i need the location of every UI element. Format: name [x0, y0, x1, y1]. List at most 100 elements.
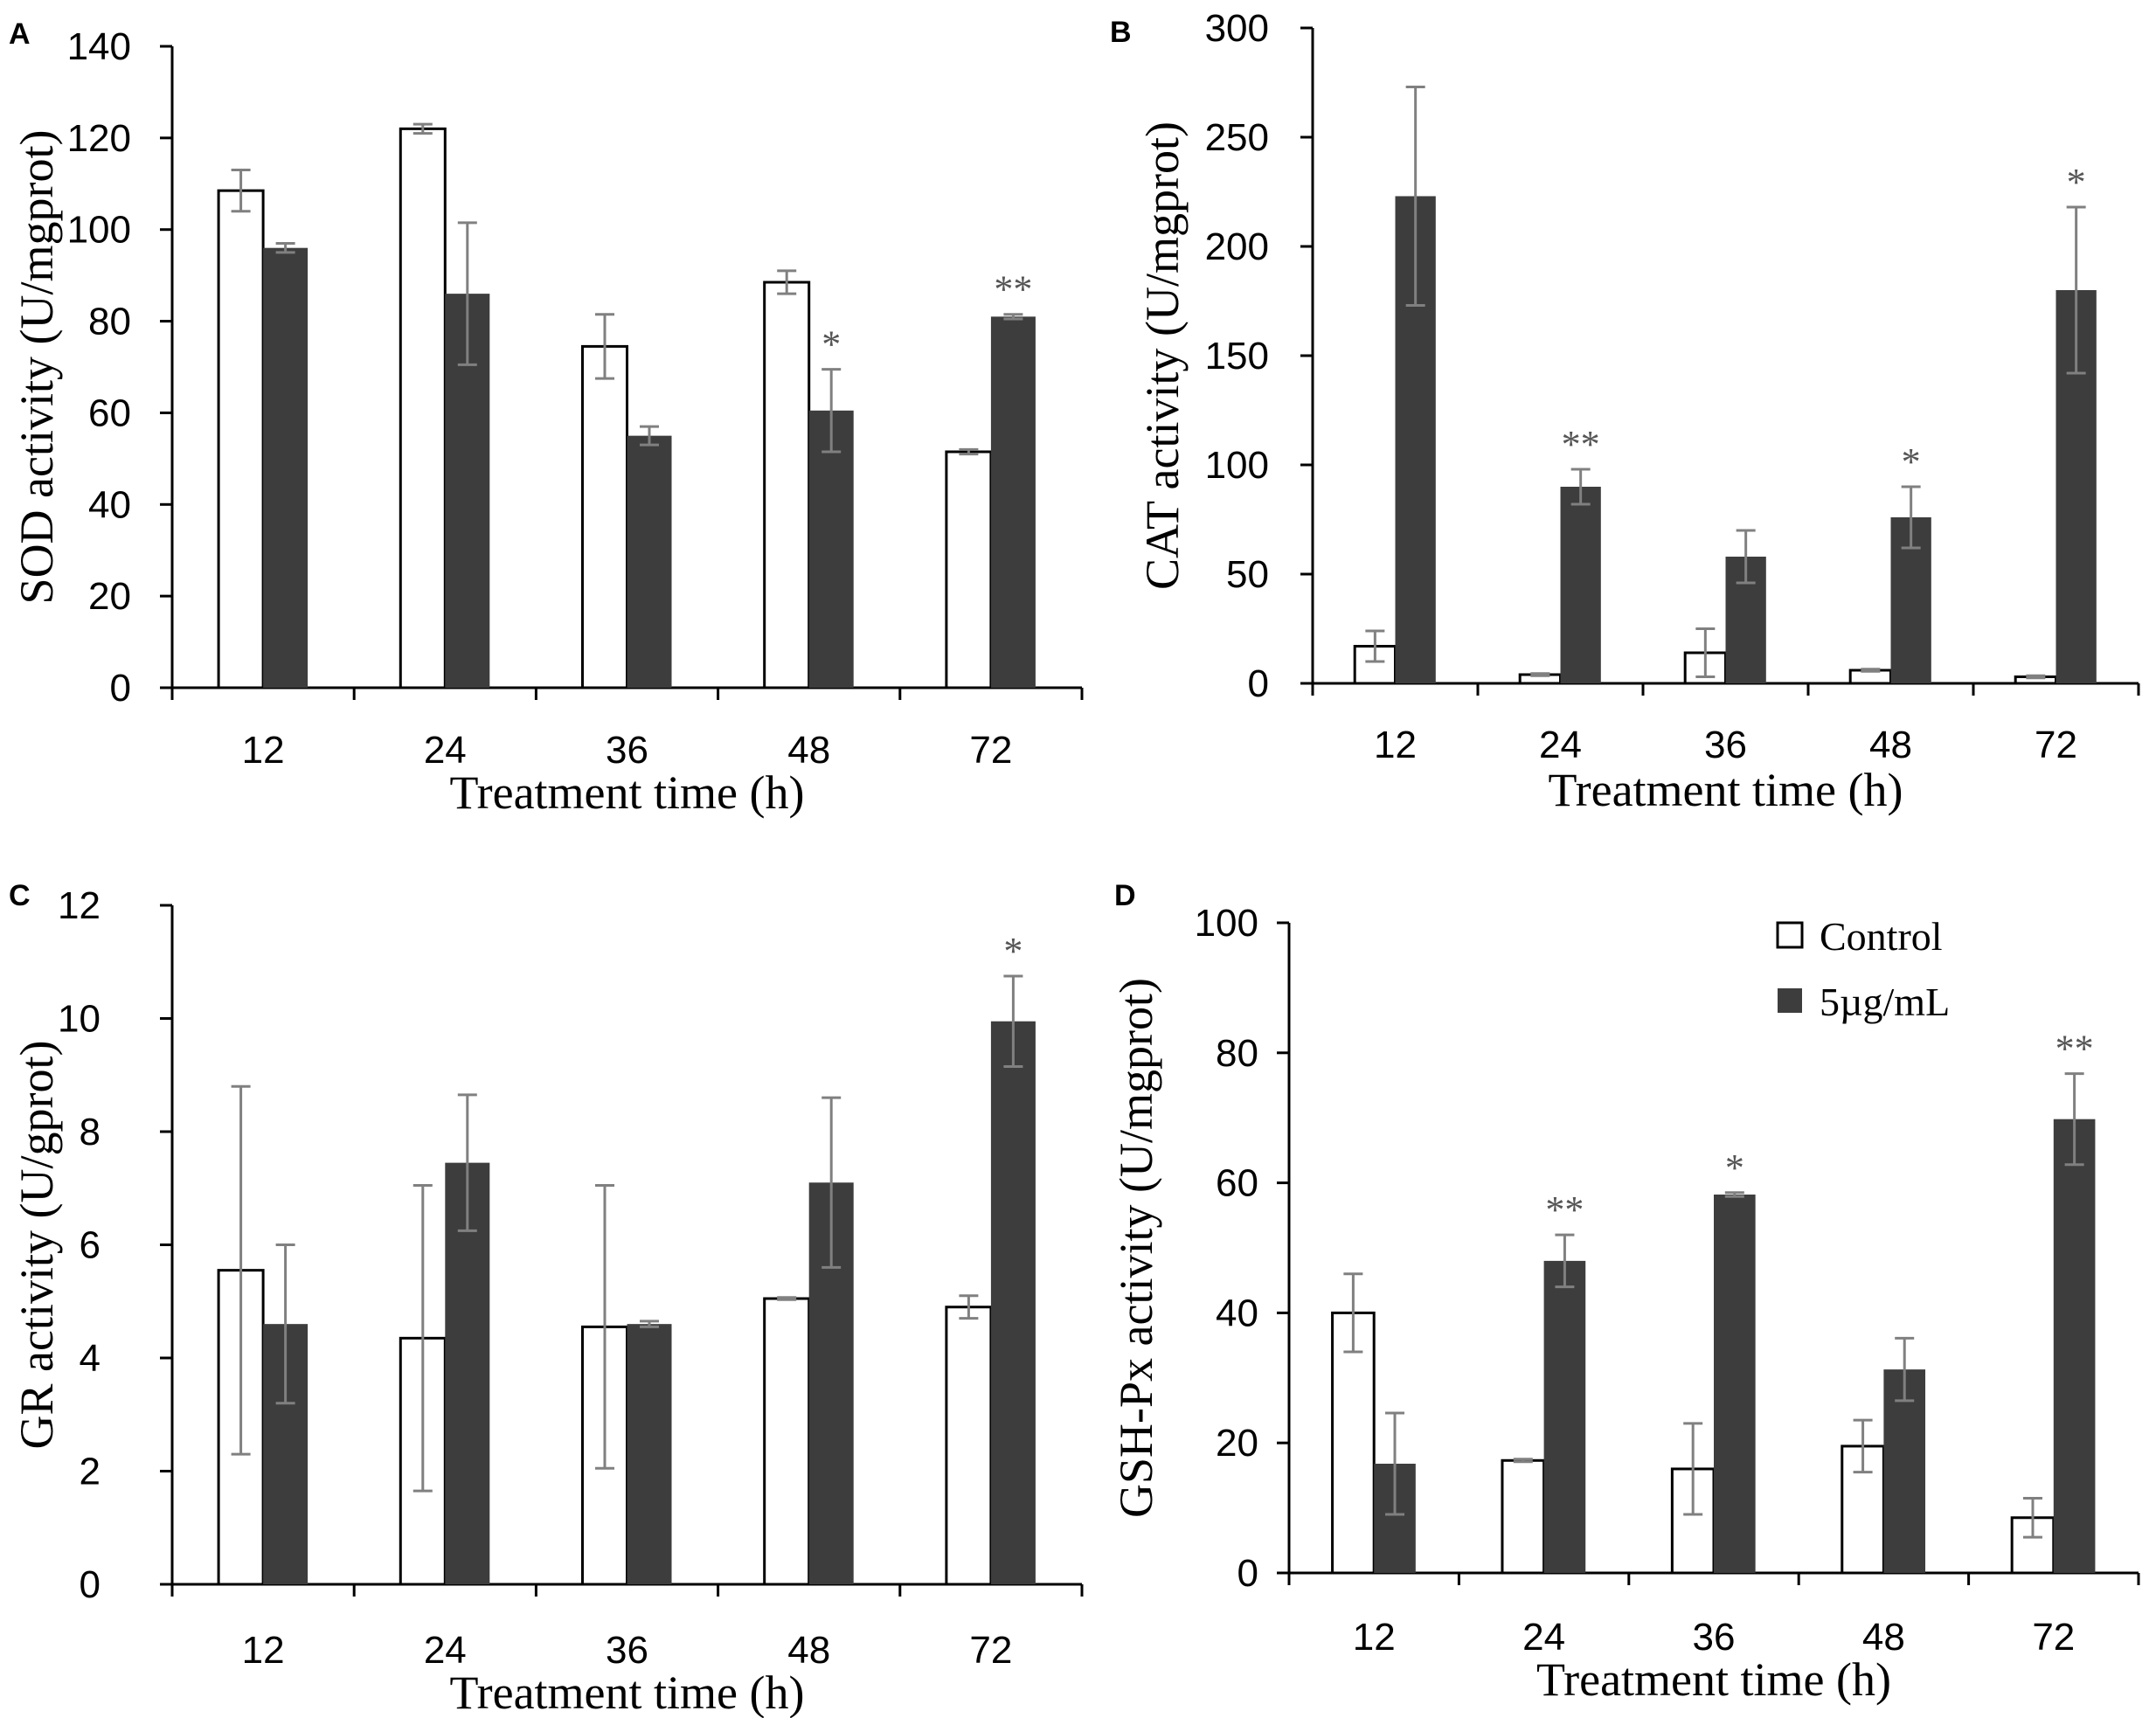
bar-control: [1501, 1458, 1546, 1575]
error-bar-control: [959, 1294, 979, 1320]
error-bar-treated: [1901, 485, 1921, 550]
y-tick-label: 6: [80, 1224, 101, 1267]
bar-control: [763, 281, 811, 689]
bar-control: [945, 450, 993, 689]
bar-treated: [2053, 1119, 2096, 1573]
error-bar-treated: [1895, 1336, 1915, 1403]
error-bar-treated: [2064, 1072, 2084, 1167]
error-bar-control: [777, 1296, 797, 1301]
significance-marker: *: [1003, 930, 1023, 973]
x-tick-label: 72: [2032, 1616, 2075, 1659]
bar-treated: [1560, 487, 1601, 683]
y-tick-label: 0: [80, 1563, 101, 1606]
y-tick-label: 0: [110, 667, 131, 710]
bar-treated: [445, 1162, 490, 1584]
bar-treated: [1714, 1194, 1756, 1573]
x-tick-label: 12: [1374, 724, 1417, 766]
y-tick-label: 8: [80, 1111, 101, 1153]
x-tick-label: 72: [2035, 724, 2077, 766]
error-bar-control: [2026, 674, 2046, 680]
x-tick-label: 24: [424, 729, 467, 772]
error-bar-treated: [640, 425, 660, 447]
error-bar-treated: [457, 1093, 477, 1232]
x-axis-title: Treatment time (h): [1549, 764, 1903, 816]
y-tick-label: 300: [1205, 7, 1269, 50]
error-bar-treated: [275, 241, 295, 254]
y-tick-label: 80: [1216, 1032, 1258, 1075]
error-bar-treated: [1724, 1191, 1744, 1198]
y-tick-label: 40: [1216, 1292, 1258, 1334]
error-bar-control: [1513, 1458, 1533, 1464]
y-tick-label: 0: [1237, 1552, 1258, 1595]
error-bar-control: [777, 269, 797, 295]
y-tick-label: 2: [80, 1451, 101, 1493]
panel-label-c: C: [9, 879, 31, 912]
significance-marker: *: [2067, 161, 2086, 204]
significance-marker: **: [994, 268, 1032, 311]
bar-treated: [627, 435, 672, 688]
error-bar-control: [412, 122, 433, 135]
error-bar-treated: [1003, 974, 1023, 1069]
error-bar-control: [1530, 672, 1550, 677]
y-tick-label: 0: [1248, 662, 1269, 705]
error-bar-control: [231, 1084, 251, 1456]
x-tick-label: 12: [242, 1629, 285, 1672]
y-axis-title: GR activity (U/gprot): [10, 1041, 63, 1450]
error-bar-control: [594, 1184, 614, 1470]
bar-treated: [1543, 1260, 1586, 1573]
bar-treated: [990, 1021, 1036, 1584]
error-bar-control: [1861, 668, 1881, 673]
error-bar-treated: [821, 368, 842, 454]
error-bar-control: [1695, 627, 1716, 678]
y-tick-label: 200: [1205, 225, 1269, 268]
error-bar-treated: [275, 1243, 295, 1405]
legend: Control 5µg/mL: [1776, 914, 1950, 1024]
error-bar-treated: [1736, 529, 1756, 585]
bar-treated: [808, 410, 854, 688]
error-bar-control: [959, 447, 979, 456]
y-tick-label: 20: [88, 575, 131, 618]
x-tick-label: 24: [1539, 724, 1582, 766]
y-tick-label: 80: [88, 301, 131, 343]
error-bar-control: [2022, 1496, 2042, 1539]
y-tick-label: 50: [1226, 553, 1269, 596]
y-tick-label: 140: [67, 25, 131, 68]
x-tick-label: 24: [1522, 1616, 1565, 1659]
y-tick-label: 100: [1195, 902, 1258, 945]
bar-control: [1331, 1311, 1376, 1575]
x-tick-label: 36: [606, 1629, 648, 1672]
y-axis-title: GSH-Px activity (U/mgprot): [1110, 978, 1162, 1518]
x-tick-label: 48: [787, 1629, 830, 1672]
panel-a: A 0 20 40 60 80 100 120 140 12 24 36 48 72 Treatment …: [9, 17, 1084, 819]
panel-label-d: D: [1114, 879, 1136, 912]
x-tick-label: 48: [1869, 724, 1912, 766]
y-tick-label: 10: [58, 998, 101, 1041]
error-bar-control: [412, 1184, 433, 1493]
legend-swatch-treated: [1778, 988, 1802, 1013]
error-bar-treated: [1003, 313, 1023, 321]
bar-control: [217, 189, 265, 689]
bar-control: [580, 344, 629, 689]
x-tick-label: 24: [424, 1629, 467, 1672]
y-tick-label: 100: [1205, 444, 1269, 487]
x-tick-label: 72: [969, 1629, 1012, 1672]
panel-d: D Control 5µg/mL 0 20 40 60 80 100 12 24 36 48 72 T…: [1110, 879, 2140, 1706]
error-bar-treated: [1555, 1233, 1575, 1289]
x-axis-title: Treatment time (h): [450, 766, 805, 819]
error-bar-treated: [1570, 468, 1591, 506]
x-tick-label: 12: [242, 729, 285, 772]
y-tick-label: 100: [67, 209, 131, 252]
y-tick-label: 60: [1216, 1162, 1258, 1205]
legend-label-control: Control: [1820, 914, 1943, 959]
x-tick-label: 36: [1693, 1616, 1736, 1659]
error-bar-treated: [821, 1096, 842, 1269]
y-tick-label: 120: [67, 117, 131, 160]
significance-marker: **: [1545, 1188, 1584, 1231]
error-bar-treated: [1405, 86, 1425, 307]
bar-control: [399, 127, 447, 689]
x-tick-label: 72: [969, 729, 1012, 772]
error-bar-treated: [457, 221, 477, 366]
bar-control: [945, 1306, 993, 1586]
y-tick-label: 150: [1205, 335, 1269, 378]
